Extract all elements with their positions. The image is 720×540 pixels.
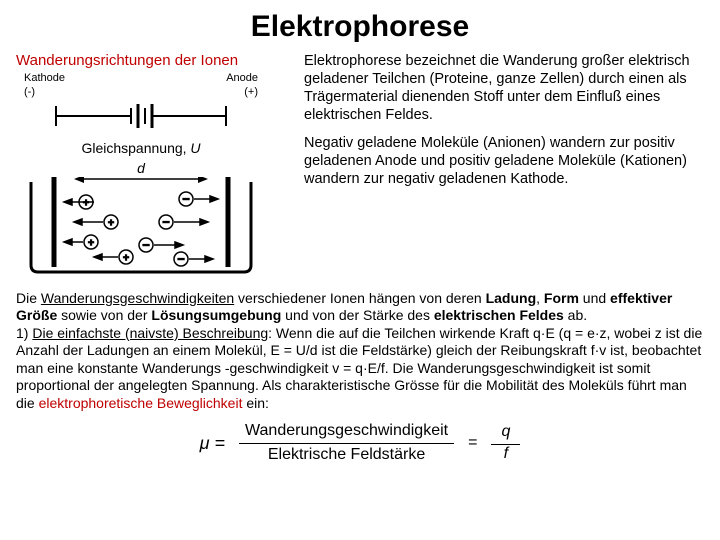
anode-label: Anode (+): [226, 72, 258, 100]
svg-text:+: +: [123, 253, 129, 264]
gleichspannung-label: Gleichspannung, U: [16, 140, 266, 158]
paragraph-2: Negativ geladene Moleküle (Anionen) wand…: [304, 134, 704, 188]
kathode-label: Kathode (-): [24, 72, 65, 100]
fraction-qf: q f: [491, 423, 520, 464]
svg-text:−: −: [162, 215, 169, 229]
body-text: Die Wanderungsgeschwindigkeiten verschie…: [16, 290, 704, 413]
electrode-labels: Kathode (-) Anode (+) Gleichspann: [16, 72, 266, 282]
mu-symbol: μ =: [200, 432, 225, 455]
d-label: d: [16, 160, 266, 178]
top-row: Wanderungsrichtungen der Ionen Kathode (…: [16, 52, 704, 282]
right-column: Elektrophorese bezeichnet die Wanderung …: [304, 52, 704, 282]
equals-sign: =: [468, 433, 477, 453]
left-column: Wanderungsrichtungen der Ionen Kathode (…: [16, 52, 296, 282]
paragraph-1: Elektrophorese bezeichnet die Wanderung …: [304, 52, 704, 125]
svg-text:−: −: [177, 252, 184, 266]
svg-text:+: +: [108, 218, 114, 229]
svg-text:+: +: [88, 238, 94, 249]
svg-text:−: −: [142, 238, 149, 252]
section-header: Wanderungsrichtungen der Ionen: [16, 52, 296, 71]
svg-text:−: −: [182, 192, 189, 206]
formula: μ = Wanderungsgeschwindigkeit Elektrisch…: [16, 422, 704, 464]
tank-diagram: + − + − + − + −: [16, 177, 266, 277]
page-title: Elektrophorese: [16, 8, 704, 46]
battery-icon: [16, 100, 266, 132]
fraction-words: Wanderungsgeschwindigkeit Elektrische Fe…: [239, 422, 454, 464]
svg-text:+: +: [83, 198, 89, 209]
